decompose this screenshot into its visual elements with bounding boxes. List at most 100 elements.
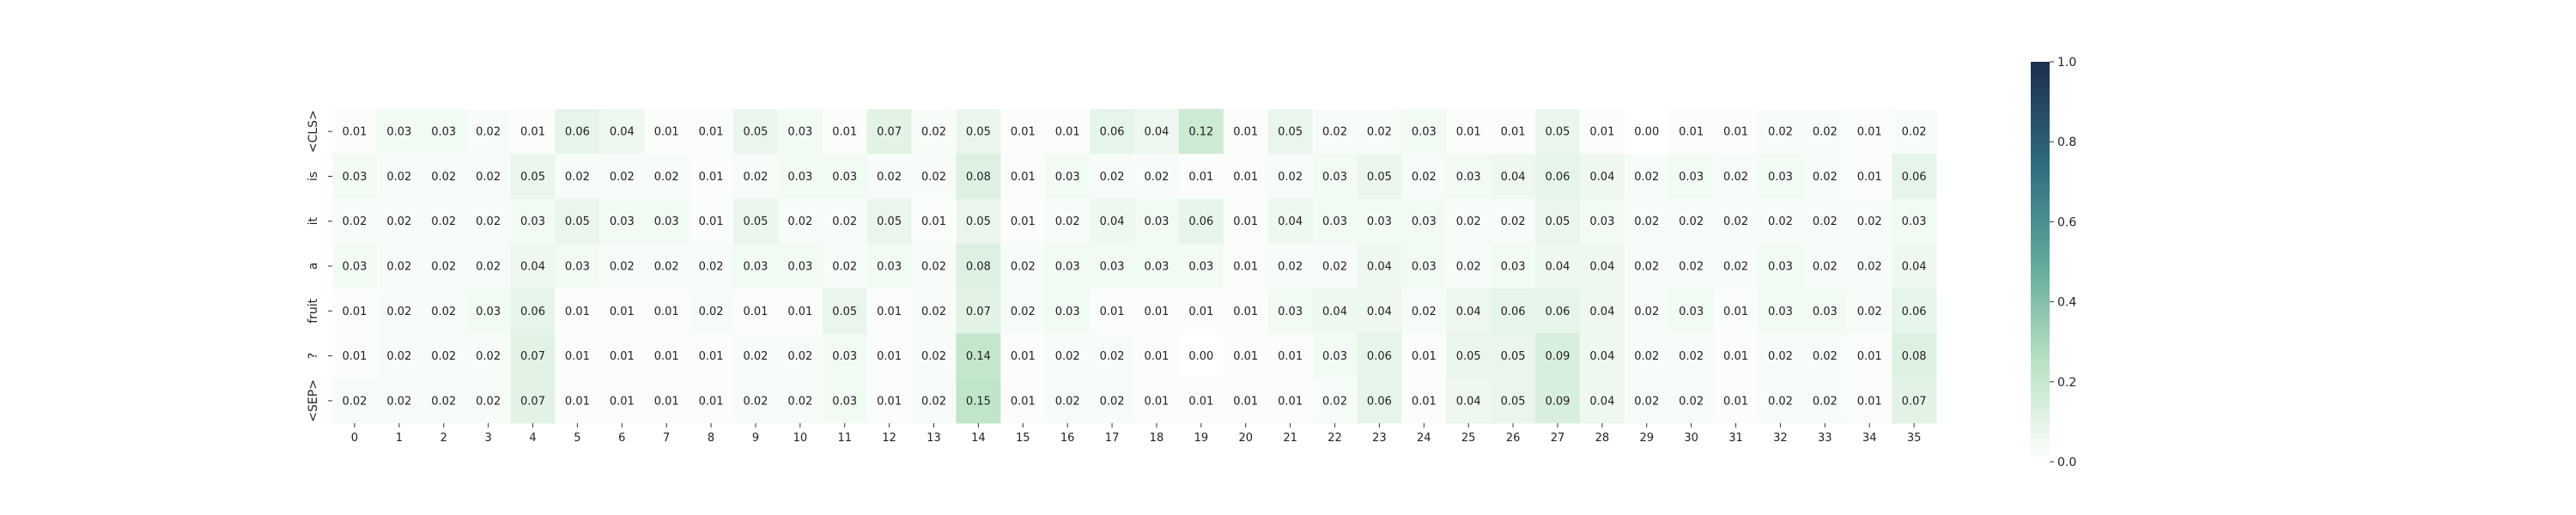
heatmap-cell: [376, 198, 422, 245]
x-tick-label: 14: [971, 432, 986, 445]
cell-value-label: 0.01: [1412, 350, 1437, 363]
heatmap-cell: [1491, 109, 1536, 154]
cell-value-label: 0.02: [787, 215, 812, 228]
heatmap-cell: [1491, 288, 1536, 334]
cell-value-label: 0.01: [1233, 395, 1258, 408]
heatmap-cell: [465, 378, 511, 424]
cell-value-label: 0.01: [654, 395, 679, 408]
heatmap-cell: [1312, 154, 1358, 199]
cell-value-label: 0.02: [386, 350, 411, 363]
cell-value-label: 0.01: [654, 306, 679, 318]
heatmap-cell: [733, 243, 779, 289]
heatmap-cell: [1758, 154, 1803, 199]
heatmap-cell: [1267, 154, 1313, 199]
heatmap-cell: [1223, 378, 1269, 424]
cell-value-label: 0.06: [1902, 306, 1927, 318]
heatmap-cell: [911, 154, 957, 199]
heatmap-cell: [1535, 288, 1581, 334]
x-tick-label: 19: [1194, 432, 1209, 445]
heatmap-cell: [822, 333, 868, 379]
heatmap-cell: [1000, 109, 1046, 154]
heatmap-cell: [1312, 333, 1358, 379]
y-tick-label: fruit: [307, 298, 320, 323]
cell-value-label: 0.07: [877, 126, 902, 139]
heatmap-cell: [956, 243, 1001, 289]
cell-value-label: 0.04: [1589, 306, 1614, 318]
heatmap-cells: [332, 109, 1937, 424]
cell-value-label: 0.02: [1367, 126, 1392, 139]
heatmap-cell: [1491, 378, 1536, 424]
x-tick-label: 23: [1372, 432, 1387, 445]
cell-value-label: 0.01: [1723, 306, 1748, 318]
heatmap-cell: [733, 154, 779, 199]
cell-value-label: 0.03: [1456, 171, 1481, 184]
heatmap-cell: [822, 288, 868, 334]
heatmap-cell: [689, 198, 734, 245]
cell-value-label: 0.01: [565, 350, 590, 363]
heatmap-cell: [1535, 154, 1581, 199]
heatmap-cell: [1713, 378, 1759, 424]
heatmap-cell: [1802, 378, 1848, 424]
cell-value-label: 0.02: [921, 395, 946, 408]
x-tick-label: 15: [1016, 432, 1030, 445]
cell-value-label: 0.02: [342, 395, 367, 408]
heatmap-cell: [1401, 243, 1447, 289]
cell-value-label: 0.05: [1456, 350, 1481, 363]
heatmap-cell: [1847, 154, 1893, 199]
heatmap-cell: [1000, 378, 1046, 424]
cell-value-label: 0.01: [877, 350, 902, 363]
heatmap-cell: [1312, 378, 1358, 424]
heatmap-cell: [1579, 243, 1625, 289]
heatmap-cell: [644, 333, 690, 379]
heatmap-cell: [866, 109, 912, 154]
heatmap-cell: [510, 288, 556, 334]
heatmap-cell: [510, 198, 556, 245]
heatmap-cell: [1090, 198, 1135, 245]
cell-value-label: 0.02: [877, 171, 902, 184]
heatmap-cell: [1713, 243, 1759, 289]
cell-value-label: 0.04: [1902, 261, 1927, 274]
cell-value-label: 0.05: [743, 215, 768, 228]
cell-value-label: 0.01: [877, 395, 902, 408]
heatmap-cell: [1134, 109, 1180, 154]
x-axis: 0 1 2 3 4 5 6 7 8 9 10 11 12 13 14 15 16 17 18 19 20 21 22 23 24…: [351, 423, 1921, 445]
cell-value-label: 0.08: [966, 171, 991, 184]
heatmap-cell: [599, 288, 645, 334]
cell-value-label: 0.02: [787, 350, 812, 363]
cell-value-label: 0.02: [1100, 395, 1125, 408]
heatmap-cell: [1267, 378, 1313, 424]
heatmap-cell: [1624, 378, 1670, 424]
cell-value-label: 0.06: [1367, 395, 1392, 408]
heatmap-cell: [510, 154, 556, 199]
heatmap-cell: [376, 154, 422, 199]
heatmap-cell: [1267, 243, 1313, 289]
heatmap-cell: [1045, 154, 1091, 199]
x-tick-label: 10: [793, 432, 808, 445]
cell-value-label: 0.01: [1188, 395, 1213, 408]
cell-value-label: 0.01: [1188, 306, 1213, 318]
heatmap-cell: [465, 333, 511, 379]
heatmap-cell: [599, 378, 645, 424]
heatmap-cell: [1090, 154, 1135, 199]
cell-value-label: 0.03: [386, 126, 411, 139]
cell-value-label: 0.01: [1011, 126, 1036, 139]
cell-value-label: 0.01: [342, 126, 367, 139]
heatmap-cell: [1802, 198, 1848, 245]
heatmap-cell: [911, 243, 957, 289]
heatmap-cell: [599, 109, 645, 154]
heatmap-cell: [956, 378, 1001, 424]
cell-value-label: 0.01: [1144, 395, 1169, 408]
heatmap-cell: [1579, 378, 1625, 424]
cell-value-label: 0.03: [1501, 261, 1526, 274]
heatmap-cell: [465, 243, 511, 289]
colorbar-tick-label: 0.2: [2057, 376, 2076, 390]
heatmap-cell: [1579, 288, 1625, 334]
heatmap-cell: [956, 154, 1001, 199]
cell-value-label: 0.02: [1011, 261, 1036, 274]
heatmap-cell: [644, 198, 690, 245]
heatmap-cell: [1401, 333, 1447, 379]
cell-value-label: 0.09: [1545, 395, 1570, 408]
cell-value-label: 0.03: [1768, 171, 1793, 184]
heatmap-cell: [1267, 333, 1313, 379]
cell-value-label: 0.05: [520, 171, 545, 184]
